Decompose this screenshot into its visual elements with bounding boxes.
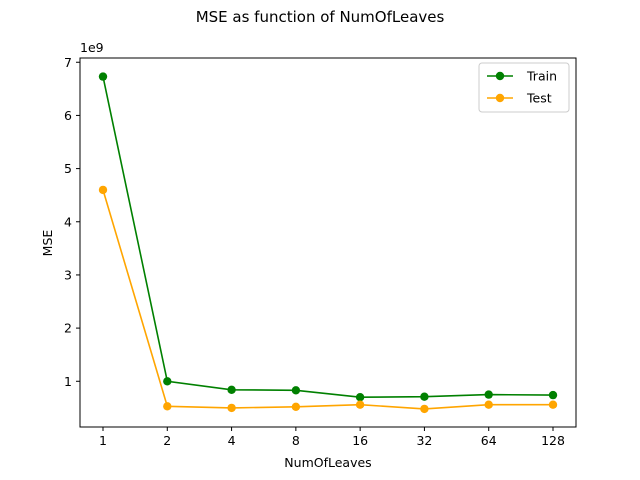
y-tick-label: 5 bbox=[64, 161, 72, 176]
legend-marker-test bbox=[495, 93, 505, 103]
legend-label-test: Test bbox=[526, 91, 552, 106]
y-axis: 1 2 3 4 5 6 7 bbox=[64, 55, 80, 389]
data-point-train bbox=[291, 386, 301, 395]
x-tick-label: 16 bbox=[352, 433, 368, 448]
legend: Train Test bbox=[478, 62, 570, 113]
y-axis-label: MSE bbox=[40, 230, 55, 257]
y-tick-label: 1 bbox=[64, 374, 72, 389]
legend-marker-train bbox=[495, 71, 505, 81]
data-point-train bbox=[420, 392, 429, 401]
plot-area bbox=[98, 72, 558, 414]
y-tick-label: 3 bbox=[64, 267, 72, 282]
x-tick-label: 64 bbox=[481, 433, 497, 448]
legend-label-train: Train bbox=[526, 69, 557, 84]
x-axis-label: NumOfLeaves bbox=[284, 455, 371, 470]
chart-title: MSE as function of NumOfLeaves bbox=[196, 8, 445, 26]
data-point-train bbox=[548, 390, 558, 400]
series-line-test bbox=[102, 189, 553, 410]
y-tick-label: 4 bbox=[64, 214, 72, 229]
data-point-test bbox=[355, 400, 365, 409]
x-tick-label: 32 bbox=[416, 433, 432, 448]
data-point-test bbox=[484, 400, 493, 409]
x-tick-label: 128 bbox=[541, 433, 565, 448]
x-tick-label: 1 bbox=[99, 433, 107, 448]
y-offset-label: 1e9 bbox=[80, 40, 104, 55]
x-tick-label: 8 bbox=[292, 433, 300, 448]
data-point-test bbox=[291, 402, 301, 411]
data-point-test bbox=[227, 403, 236, 413]
y-tick-label: 2 bbox=[64, 321, 72, 336]
data-point-test bbox=[420, 404, 429, 414]
x-tick-label: 4 bbox=[228, 433, 236, 448]
data-point-test bbox=[548, 400, 558, 409]
y-tick-label: 6 bbox=[64, 108, 72, 123]
data-point-test bbox=[98, 185, 108, 195]
data-point-train bbox=[98, 72, 108, 81]
data-point-test bbox=[163, 402, 172, 411]
data-point-train bbox=[163, 377, 172, 386]
x-axis: 1 2 4 8 16 32 64 128 bbox=[99, 427, 565, 448]
data-point-train bbox=[355, 393, 365, 402]
x-tick-label: 2 bbox=[163, 433, 171, 448]
data-point-train bbox=[484, 390, 493, 399]
plot-frame bbox=[79, 57, 577, 428]
data-point-train bbox=[227, 385, 236, 394]
series-line-train bbox=[102, 76, 554, 399]
y-tick-label: 7 bbox=[64, 55, 72, 70]
